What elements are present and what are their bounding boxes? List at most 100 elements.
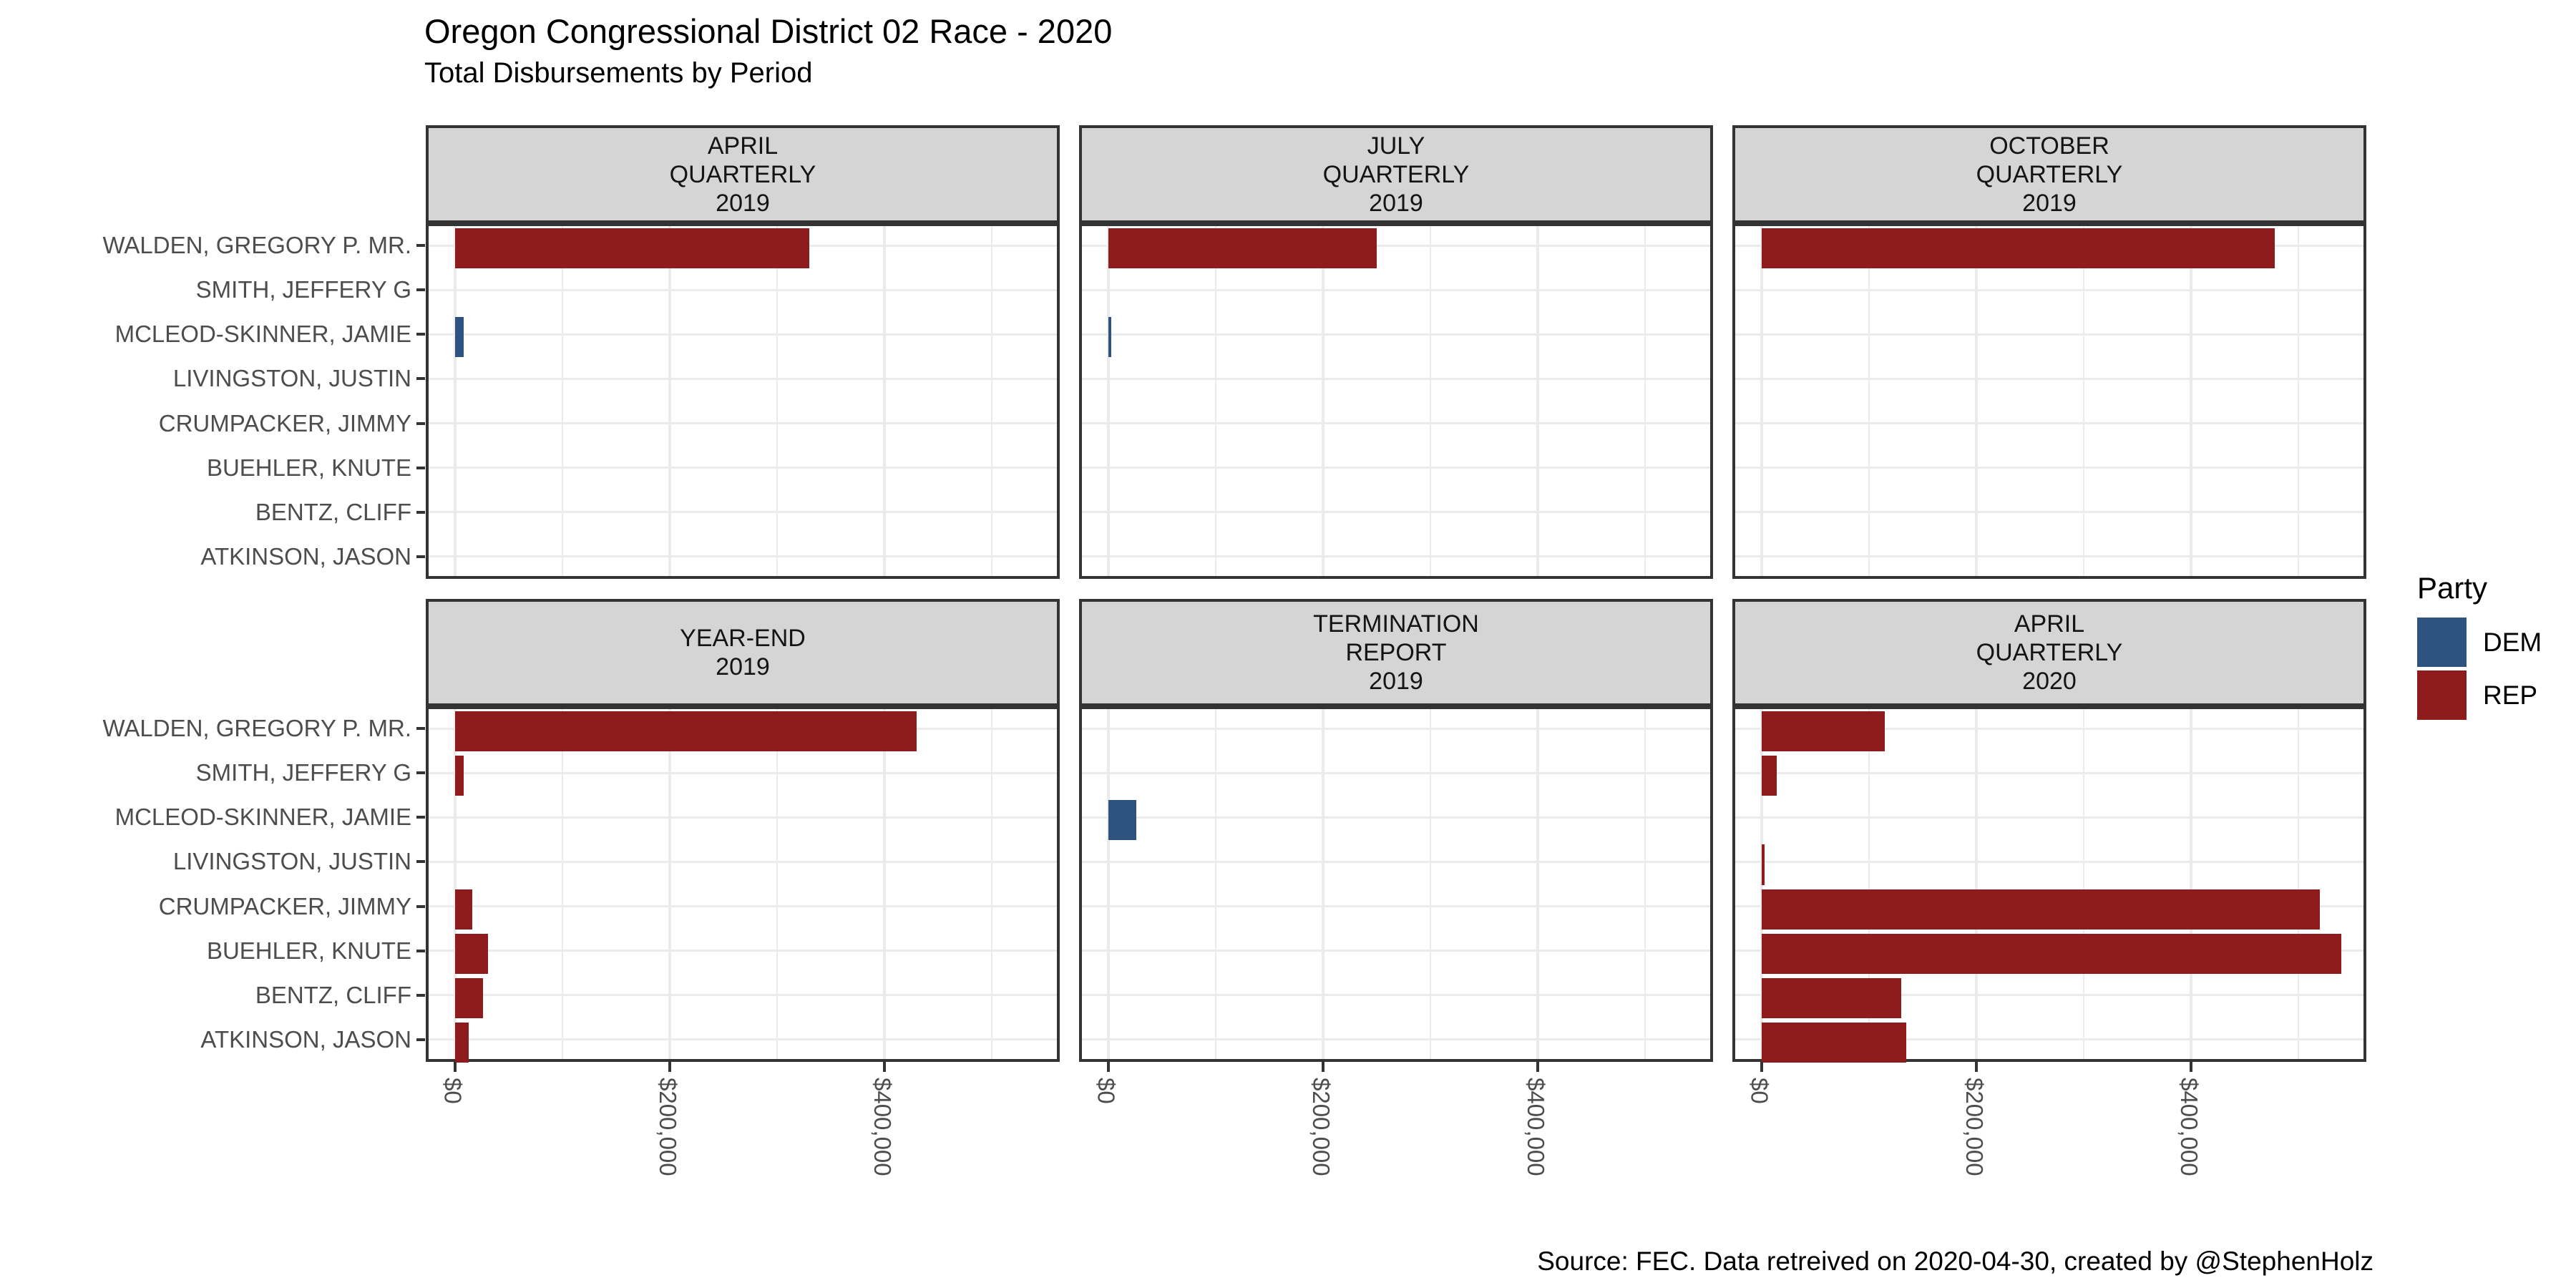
y-tick-mark — [416, 816, 425, 819]
gridline — [776, 226, 779, 576]
legend-label-dem: DEM — [2483, 627, 2542, 657]
y-axis-label: WALDEN, GREGORY P. MR. — [102, 715, 411, 742]
gridline — [1735, 511, 2363, 514]
gridline — [561, 709, 563, 1059]
x-tick-mark — [453, 1062, 457, 1072]
gridline — [429, 950, 1057, 952]
gridline — [2298, 226, 2300, 576]
x-tick-label: $0 — [439, 1078, 467, 1104]
y-tick-mark — [416, 860, 425, 864]
bar-buehler-knute — [454, 933, 489, 974]
gridline — [991, 226, 993, 576]
gridline — [1735, 467, 2363, 469]
bar-mcleod-skinner-jamie — [454, 317, 464, 358]
bar-livingston-justin — [1761, 844, 1765, 885]
gridline — [1974, 709, 1978, 1059]
gridline — [1735, 1038, 2363, 1041]
gridline — [1430, 226, 1432, 576]
y-tick-mark — [416, 727, 425, 731]
y-axis-label: WALDEN, GREGORY P. MR. — [102, 232, 411, 259]
y-tick-mark — [416, 244, 425, 248]
gridline — [1868, 226, 1870, 576]
facet-panel — [1079, 706, 1713, 1062]
gridline — [429, 377, 1057, 380]
y-tick-mark — [416, 466, 425, 469]
y-axis-label: ATKINSON, JASON — [200, 542, 411, 570]
gridline — [1536, 709, 1540, 1059]
y-tick-mark — [416, 904, 425, 908]
bar-bentz-cliff — [454, 977, 483, 1018]
facet-strip: JULY QUARTERLY 2019 — [1079, 125, 1713, 223]
facet-panel — [1732, 706, 2366, 1063]
gridline — [883, 226, 887, 576]
gridline — [668, 226, 671, 576]
gridline — [2083, 226, 2085, 576]
facet-panel — [426, 706, 1060, 1063]
bar-mcleod-skinner-jamie — [1108, 317, 1112, 358]
gridline — [1644, 709, 1646, 1059]
gridline — [1082, 244, 1710, 247]
bar-buehler-knute — [1761, 933, 2342, 974]
gridline — [1082, 860, 1710, 863]
gridline — [1760, 226, 1763, 576]
x-tick-label: $400,000 — [1523, 1078, 1550, 1176]
gridline — [429, 1038, 1057, 1041]
source-caption: Source: FEC. Data retreived on 2020-04-3… — [1537, 1246, 2373, 1276]
facet-strip: YEAR-END 2019 — [426, 599, 1060, 706]
x-tick-label: $200,000 — [654, 1078, 681, 1176]
y-tick-mark — [416, 333, 425, 336]
bar-crumpacker-jimmy — [1761, 889, 2321, 930]
gridline — [776, 709, 779, 1059]
gridline — [429, 994, 1057, 997]
gridline — [1082, 333, 1710, 336]
gridline — [1106, 709, 1110, 1059]
gridline — [429, 467, 1057, 469]
y-tick-mark — [416, 510, 425, 514]
x-tick-mark — [2190, 1062, 2193, 1072]
y-axis-label: MCLEOD-SKINNER, JAMIE — [114, 321, 411, 348]
gridline — [1082, 727, 1710, 730]
bar-walden-gregory-p-mr- — [454, 228, 810, 269]
gridline — [429, 905, 1057, 908]
gridline — [429, 511, 1057, 514]
bar-smith-jeffery-g — [1761, 756, 1777, 796]
gridline — [991, 709, 993, 1059]
facet-strip: OCTOBER QUARTERLY 2019 — [1732, 125, 2366, 223]
page-subtitle: Total Disbursements by Period — [424, 57, 813, 89]
gridline — [1868, 709, 1870, 1059]
y-axis-label: BUEHLER, KNUTE — [206, 454, 411, 481]
gridline — [1082, 905, 1710, 908]
bar-walden-gregory-p-mr- — [1761, 711, 1885, 752]
gridline — [1430, 709, 1432, 1059]
gridline — [1082, 422, 1710, 425]
y-tick-mark — [416, 949, 425, 952]
gridline — [1106, 226, 1110, 576]
bar-crumpacker-jimmy — [454, 889, 472, 930]
gridline — [1735, 333, 2363, 336]
bar-bentz-cliff — [1761, 977, 1901, 1018]
x-tick-label: $0 — [1093, 1078, 1120, 1104]
facet-panel — [1079, 223, 1713, 579]
gridline — [668, 709, 671, 1059]
x-tick-mark — [668, 1062, 671, 1072]
y-tick-mark — [416, 993, 425, 997]
gridline — [1082, 994, 1710, 997]
x-tick-label: $200,000 — [1961, 1078, 1988, 1176]
gridline — [1974, 226, 1978, 576]
x-tick-label: $0 — [1746, 1078, 1773, 1104]
gridline — [2298, 709, 2300, 1059]
gridline — [2190, 226, 2193, 576]
y-tick-mark — [416, 288, 425, 292]
gridline — [1735, 860, 2363, 863]
x-tick-mark — [1974, 1062, 1978, 1072]
gridline — [1644, 226, 1646, 576]
y-axis-label: ATKINSON, JASON — [200, 1025, 411, 1053]
gridline — [1082, 377, 1710, 380]
gridline — [429, 333, 1057, 336]
gridline — [1082, 511, 1710, 514]
gridline — [429, 555, 1057, 558]
bar-smith-jeffery-g — [454, 756, 464, 796]
bar-walden-gregory-p-mr- — [454, 711, 917, 752]
gridline — [1082, 555, 1710, 558]
gridline — [1082, 1038, 1710, 1041]
